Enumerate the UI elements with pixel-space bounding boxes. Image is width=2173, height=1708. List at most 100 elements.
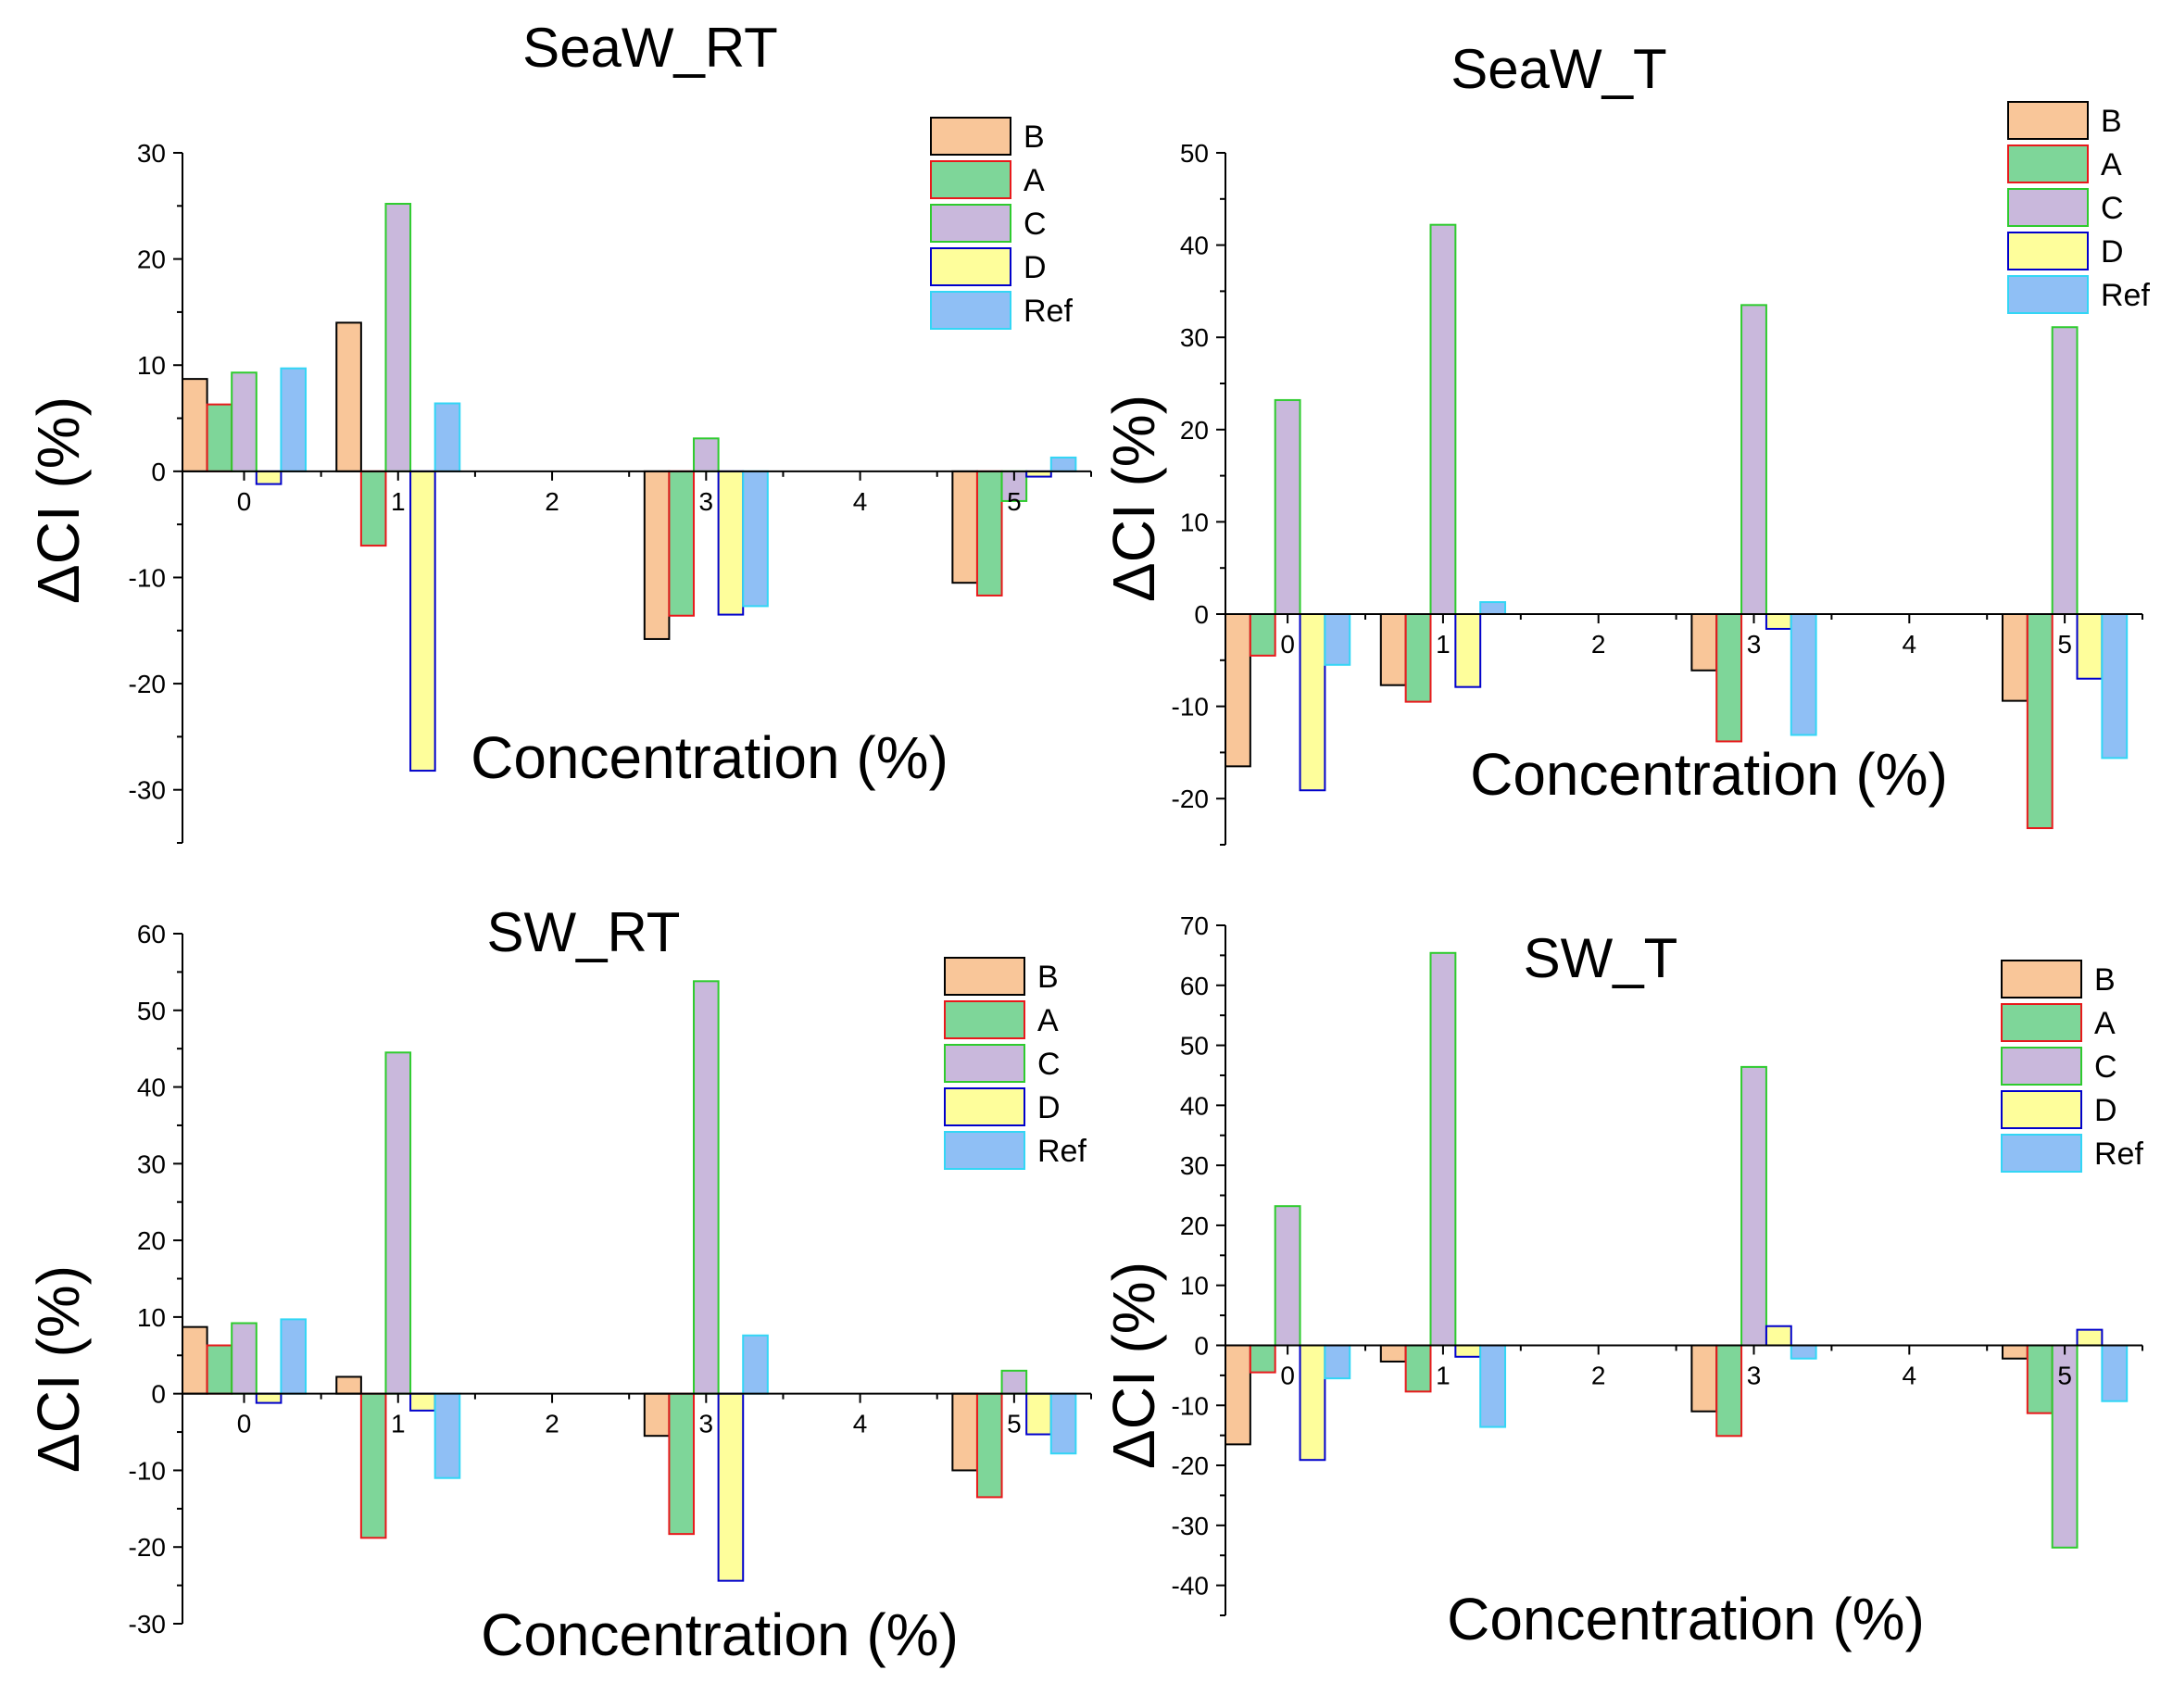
bar-b-x5 (2001, 1344, 2029, 1360)
x-tick-label: 4 (853, 1410, 868, 1438)
bar-a-x1 (1404, 1344, 1432, 1393)
bar-ref-x1 (433, 402, 461, 472)
bar-b-x5 (951, 470, 978, 584)
x-tick-label: 1 (391, 1410, 406, 1438)
y-tick-label: -30 (1172, 1512, 1209, 1540)
y-tick-label: -40 (1172, 1572, 1209, 1601)
bar-a-x1 (1404, 613, 1432, 703)
y-tick-label: -20 (1172, 1451, 1209, 1480)
legend-label-ref: Ref (2094, 1137, 2143, 1172)
bar-c-x0 (231, 1322, 257, 1395)
legend-label-a: A (1037, 1003, 1059, 1038)
legend-label-a: A (2101, 147, 2122, 182)
x-tick-label: 0 (237, 487, 252, 516)
bar-ref-x5 (1049, 1392, 1077, 1455)
y-tick-label: 10 (1180, 508, 1209, 536)
bar-ref-x0 (1324, 613, 1351, 666)
bar-c-x3 (693, 437, 720, 472)
y-tick-label: 30 (1180, 323, 1209, 352)
x-tick-label: 5 (1007, 487, 1022, 516)
x-tick-label: 2 (1591, 1361, 1606, 1389)
y-tick-label: -20 (129, 1533, 166, 1562)
bar-b-x1 (1379, 613, 1407, 686)
bar-d-x1 (1454, 613, 1482, 688)
bar-ref-x1 (1479, 1344, 1507, 1428)
y-tick-label: 0 (151, 1380, 166, 1409)
bar-b-x1 (335, 321, 362, 472)
bar-d-x3 (1765, 613, 1792, 630)
bar-b-x0 (182, 1325, 208, 1395)
y-tick-label: 10 (137, 1303, 166, 1332)
chart-title: SW_T (1524, 927, 1678, 989)
legend-swatch-c (944, 1044, 1025, 1083)
bar-ref-x3 (742, 1334, 769, 1395)
x-tick-label: 5 (1007, 1410, 1022, 1438)
y-tick-label: 50 (1180, 1032, 1209, 1061)
legend-label-ref: Ref (1024, 294, 1073, 329)
legend-label-c: C (2094, 1049, 2117, 1085)
bar-ref-x3 (1790, 613, 1817, 736)
legend-label-ref: Ref (1037, 1134, 1086, 1169)
x-tick-label: 4 (1903, 1361, 1917, 1389)
legend-swatch-c (930, 204, 1011, 243)
x-tick-label: 2 (545, 487, 559, 516)
legend-label-b: B (1037, 960, 1059, 995)
legend-swatch-d (944, 1087, 1025, 1126)
chart-title: SW_RT (487, 901, 681, 963)
bar-d-x3 (717, 470, 745, 616)
legend-swatch-d (930, 247, 1011, 286)
x-axis-label: Concentration (%) (1470, 741, 1948, 808)
bar-ref-x5 (2101, 1344, 2129, 1402)
bar-ref-x5 (2101, 613, 2129, 760)
bar-a-x5 (2026, 613, 2054, 830)
bar-c-x3 (1740, 1065, 1767, 1347)
bar-c-x0 (1274, 398, 1301, 616)
y-tick-label: -10 (129, 1456, 166, 1485)
y-tick-label: 50 (1180, 139, 1209, 168)
legend-label-c: C (1037, 1047, 1061, 1082)
y-tick-label: -10 (129, 563, 166, 592)
y-tick-label: -30 (129, 776, 166, 805)
y-tick-label: 30 (1180, 1151, 1209, 1180)
bar-a-x3 (1715, 1344, 1743, 1438)
legend-label-b: B (1024, 119, 1045, 155)
bar-a-x3 (668, 470, 696, 617)
legend-label-ref: Ref (2101, 278, 2150, 313)
x-tick-label: 1 (1436, 630, 1451, 659)
bar-b-x0 (182, 378, 208, 472)
legend-swatch-ref (2007, 275, 2089, 314)
y-tick-label: 30 (137, 1149, 166, 1178)
bar-c-x3 (693, 980, 720, 1395)
bar-d-x3 (1765, 1325, 1792, 1347)
chart-sw-rt: -30 -20 -10 0 10 20 30 40 50 60 0 1 2 3 4 5 SW_RT Concent… (25, 901, 1092, 1668)
x-tick-label: 3 (1747, 630, 1762, 659)
chart-title: SeaW_T (1451, 38, 1666, 100)
y-tick-label: 0 (1194, 600, 1209, 629)
x-tick-label: 2 (1591, 630, 1606, 659)
y-tick-label: 30 (137, 139, 166, 168)
x-tick-label: 1 (1436, 1361, 1451, 1389)
legend-label-d: D (2094, 1093, 2117, 1128)
x-axis-label: Concentration (%) (471, 724, 948, 791)
x-tick-label: 3 (1747, 1361, 1762, 1389)
bar-a-x3 (1715, 613, 1743, 743)
legend-swatch-ref (944, 1131, 1025, 1170)
legend-label-d: D (2101, 234, 2124, 270)
chart-seaw-t: -20 -10 0 10 20 30 40 50 0 1 2 3 4 5 SeaW_T Concentrati… (1100, 38, 2150, 846)
legend-label-d: D (1037, 1090, 1061, 1125)
bar-a-x0 (1249, 613, 1276, 657)
bar-c-x0 (231, 371, 257, 472)
y-axis-label: ΔCI (%) (1100, 1262, 1167, 1469)
y-tick-label: 40 (137, 1074, 166, 1102)
bar-d-x1 (409, 470, 436, 772)
y-axis-label: ΔCI (%) (1100, 395, 1167, 602)
y-axis-label: ΔCI (%) (25, 1265, 92, 1473)
y-tick-label: -10 (1172, 1391, 1209, 1420)
bar-b-x1 (335, 1375, 362, 1395)
bar-b-x3 (1690, 1344, 1718, 1413)
x-tick-label: 0 (1280, 630, 1295, 659)
bar-ref-x0 (280, 367, 308, 472)
bar-b-x1 (1379, 1344, 1407, 1363)
legend-swatch-ref (930, 291, 1011, 330)
bar-c-x0 (1274, 1205, 1301, 1347)
